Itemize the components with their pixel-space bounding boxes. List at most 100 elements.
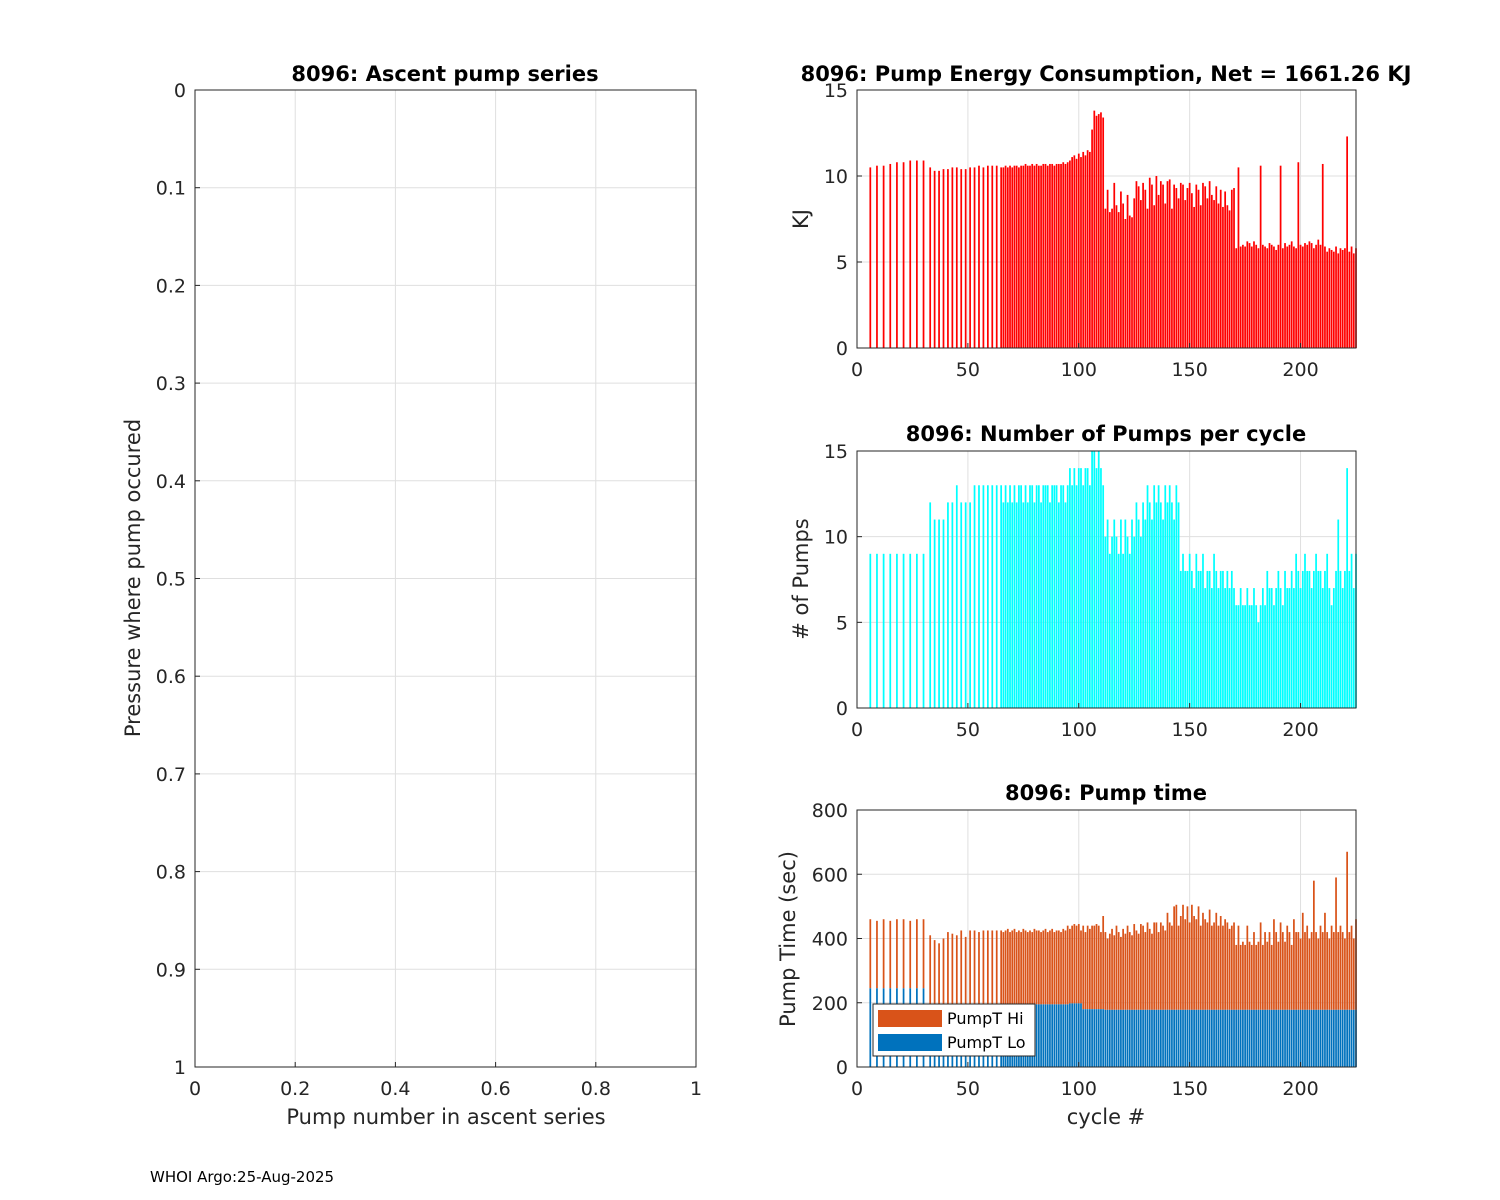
time-bar-hi bbox=[1089, 928, 1091, 1010]
legend-label-lo: PumpT Lo bbox=[947, 1033, 1026, 1052]
time-bar-lo bbox=[1273, 1009, 1275, 1067]
energy-bar bbox=[1253, 241, 1255, 348]
pumps-bar bbox=[1217, 588, 1220, 708]
energy-bar bbox=[1279, 165, 1282, 348]
energy-bar bbox=[1162, 184, 1164, 348]
time-bar-lo bbox=[1060, 1004, 1062, 1067]
time-bar-hi bbox=[1237, 925, 1240, 1010]
time-bar-lo bbox=[1168, 1009, 1171, 1067]
ascent-ylabel: Pressure where pump occured bbox=[121, 419, 145, 737]
pumps-bar bbox=[1029, 485, 1031, 708]
energy-bar bbox=[1102, 117, 1105, 349]
time-bar-hi bbox=[1029, 930, 1031, 1005]
pumps-bar bbox=[869, 553, 872, 708]
time-bar-hi bbox=[1326, 932, 1329, 1010]
time-bar-lo bbox=[1319, 1009, 1322, 1067]
pumps-bar bbox=[1188, 553, 1191, 708]
pumps-bar bbox=[964, 502, 967, 708]
pumps-bar bbox=[1071, 485, 1073, 708]
time-bar-lo bbox=[1091, 1009, 1093, 1067]
legend-swatch-lo bbox=[878, 1034, 942, 1051]
time-bar-hi bbox=[1146, 922, 1149, 1010]
energy-bar bbox=[1077, 153, 1080, 348]
pumps-bar bbox=[1133, 536, 1136, 708]
pumps-bar bbox=[986, 485, 989, 708]
time-bar-hi bbox=[1075, 925, 1078, 1004]
energy-bar bbox=[1277, 244, 1280, 348]
time-bar-lo bbox=[1332, 1009, 1335, 1067]
time-bar-hi bbox=[995, 930, 998, 1006]
time-bar-hi bbox=[1062, 928, 1065, 1005]
time-bar-hi bbox=[902, 919, 905, 989]
pumps-bar bbox=[1310, 588, 1313, 708]
pumps-bar bbox=[1089, 485, 1091, 708]
energy-bar bbox=[1066, 162, 1069, 348]
energy-bar bbox=[1213, 200, 1215, 348]
pumps-bar bbox=[1082, 485, 1085, 708]
pumps-bar bbox=[1235, 605, 1238, 708]
energy-bar bbox=[1155, 176, 1158, 348]
time-bar-hi bbox=[1080, 930, 1082, 1004]
energy-bar bbox=[1013, 165, 1016, 348]
time-bar-hi bbox=[1255, 944, 1258, 1010]
pumps-bar bbox=[1319, 570, 1322, 708]
time-bar-hi bbox=[1020, 932, 1022, 1005]
time-bar-hi bbox=[1155, 922, 1158, 1010]
energy-bar bbox=[991, 165, 994, 348]
pumps-bar bbox=[1022, 502, 1025, 708]
time-bar-hi bbox=[1339, 925, 1342, 1010]
time-bar-lo bbox=[1312, 1009, 1315, 1067]
energy-bar bbox=[1312, 248, 1315, 348]
energy-bar bbox=[1268, 243, 1271, 348]
time-bar-hi bbox=[1297, 932, 1300, 1010]
time-bar-lo bbox=[1117, 1009, 1120, 1067]
time-bar-hi bbox=[876, 920, 878, 989]
energy-bar bbox=[1049, 163, 1051, 348]
time-bar-lo bbox=[1224, 1009, 1227, 1067]
energy-bar bbox=[1284, 243, 1286, 348]
pumps-bar bbox=[955, 485, 958, 708]
time-bar-lo bbox=[1093, 1009, 1096, 1067]
time-bar-hi bbox=[960, 930, 963, 1006]
time-bar-lo bbox=[1064, 1004, 1067, 1067]
ascent-ytick-label: 0.5 bbox=[156, 569, 186, 591]
time-bar-hi bbox=[1168, 922, 1171, 1010]
time-bar-hi bbox=[1321, 932, 1324, 1010]
pumps-bar bbox=[1037, 485, 1040, 708]
pumps-ticks: 0 50 100 150 200 0 5 10 15 bbox=[824, 441, 1319, 741]
energy-bar bbox=[1135, 181, 1138, 348]
time-bar-lo bbox=[1131, 1009, 1133, 1067]
time-xtick-label: 200 bbox=[1282, 1078, 1318, 1100]
energy-bar bbox=[1062, 162, 1065, 348]
pumps-bar bbox=[1126, 536, 1129, 708]
time-bar-hi bbox=[1253, 932, 1255, 1010]
pumps-bar bbox=[1026, 502, 1029, 708]
time-bar-lo bbox=[1179, 1009, 1182, 1067]
time-bar-hi bbox=[1073, 924, 1076, 1004]
time-bar-hi bbox=[1064, 930, 1067, 1005]
time-bar-hi bbox=[1290, 944, 1293, 1010]
pumps-bar bbox=[1168, 485, 1171, 708]
pumps-bar bbox=[1279, 588, 1282, 708]
energy-bar bbox=[882, 165, 885, 348]
time-bar-lo bbox=[1166, 1009, 1169, 1067]
energy-bars bbox=[869, 110, 1357, 349]
time-bar-hi bbox=[1153, 922, 1156, 1010]
time-bar-hi bbox=[1239, 944, 1242, 1010]
time-bar-lo bbox=[1184, 1009, 1187, 1067]
energy-bar bbox=[1295, 248, 1297, 348]
pumps-ytick-label: 0 bbox=[836, 698, 848, 720]
time-bar-lo bbox=[1235, 1009, 1238, 1067]
pumps-bar bbox=[1055, 485, 1058, 708]
pumps-bar bbox=[1179, 570, 1182, 708]
time-bar-hi bbox=[896, 919, 898, 989]
time-bar-lo bbox=[1330, 1009, 1333, 1067]
time-bar-hi bbox=[1261, 944, 1264, 1010]
energy-xtick-label: 150 bbox=[1172, 359, 1208, 381]
pumps-bar bbox=[1162, 519, 1164, 708]
time-bar-lo bbox=[1142, 1009, 1144, 1067]
energy-bar bbox=[1204, 186, 1207, 348]
pumps-bar bbox=[1002, 502, 1005, 708]
time-bar-hi bbox=[1144, 932, 1147, 1010]
energy-bar bbox=[909, 160, 912, 348]
